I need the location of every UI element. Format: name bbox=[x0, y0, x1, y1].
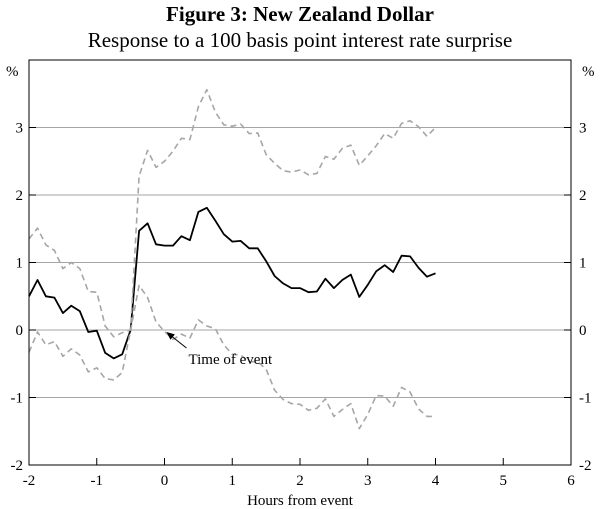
gridlines bbox=[29, 127, 571, 398]
x-tick-label: 4 bbox=[432, 473, 440, 489]
series-layer bbox=[28, 88, 437, 430]
y-tick-label-right: -2 bbox=[579, 458, 592, 474]
y-tick-label-right: 2 bbox=[579, 188, 587, 204]
x-tick-label: 5 bbox=[500, 473, 508, 489]
annotation-text: Time of event bbox=[189, 352, 273, 368]
y-tick-label-left: 1 bbox=[16, 256, 24, 272]
series-line-estimate bbox=[28, 206, 436, 360]
x-tick-label: 6 bbox=[567, 473, 575, 489]
y-tick-label-left: 2 bbox=[16, 188, 24, 204]
y-axis-label-right: % bbox=[582, 64, 595, 80]
chart-title: Figure 3: New Zealand Dollar bbox=[166, 2, 434, 26]
chart-subtitle: Response to a 100 basis point interest r… bbox=[87, 28, 513, 52]
y-tick-label-right: 3 bbox=[579, 121, 587, 137]
y-tick-label-left: 0 bbox=[16, 323, 24, 339]
annotation-arrowhead bbox=[166, 332, 175, 340]
x-tick-label: 3 bbox=[364, 473, 372, 489]
y-tick-label-right: 0 bbox=[579, 323, 587, 339]
annotation-time-of-event: Time of event bbox=[166, 332, 273, 368]
y-tick-label-right: -1 bbox=[579, 391, 592, 407]
x-tick-label: 2 bbox=[296, 473, 304, 489]
tick-labels: -2 -1 0 1 2 3 4 5 6-2 -2-1 -10 01 12 23 3 bbox=[11, 121, 592, 490]
x-tick-label: 0 bbox=[161, 473, 169, 489]
series-line-band-1 bbox=[28, 88, 437, 338]
x-tick-label: -1 bbox=[91, 473, 104, 489]
x-axis-label: Hours from event bbox=[247, 493, 354, 509]
x-tick-label: -2 bbox=[23, 473, 36, 489]
y-tick-label-right: 1 bbox=[579, 256, 587, 272]
y-tick-label-left: -1 bbox=[11, 391, 24, 407]
series-line-band-2 bbox=[28, 284, 436, 430]
y-tick-label-left: 3 bbox=[16, 121, 24, 137]
axis-ticks bbox=[28, 127, 572, 466]
x-tick-label: 1 bbox=[229, 473, 237, 489]
y-axis-label-left: % bbox=[6, 64, 19, 80]
y-tick-label-left: -2 bbox=[11, 458, 24, 474]
